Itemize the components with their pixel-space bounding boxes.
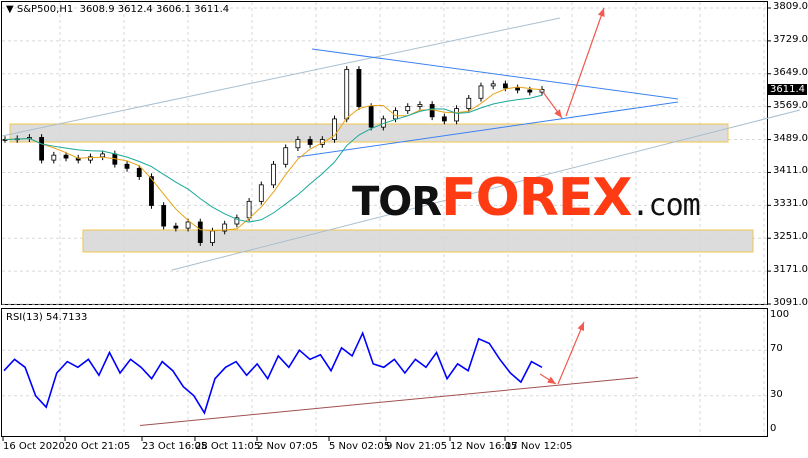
rsi-arrow-down-head xyxy=(547,376,556,384)
candle xyxy=(197,221,203,243)
candle xyxy=(344,69,350,120)
time-x-tick: 23 Oct 16:05 xyxy=(142,441,208,452)
candle xyxy=(246,200,252,219)
price-panel-frame xyxy=(1,1,768,305)
candle xyxy=(368,106,374,128)
time-x-tick: 12 Nov 16:05 xyxy=(450,441,518,452)
time-x-tick: 17 Nov 12:05 xyxy=(505,441,573,452)
candle xyxy=(429,104,435,118)
candle xyxy=(405,106,411,112)
candle xyxy=(258,184,264,202)
price-y-tick: 3569.0 xyxy=(773,99,808,111)
time-x-tick: 28 Oct 11:05 xyxy=(195,441,261,452)
price-y-tick: 3171.0 xyxy=(773,264,808,276)
ma-fast-line xyxy=(4,86,543,232)
forecast-arrow-up-head xyxy=(597,8,605,17)
rsi-line xyxy=(3,330,543,415)
time-x-tick: 16 Oct 2020 xyxy=(3,441,65,452)
forecast-arrow-up xyxy=(565,7,605,117)
candle xyxy=(393,110,398,120)
price-y-tick: 3411.0 xyxy=(773,165,808,177)
candle xyxy=(283,147,289,165)
open-value: 3608.9 xyxy=(79,4,115,15)
candle xyxy=(454,108,459,122)
last-price-tag: 3611.4 xyxy=(768,84,807,95)
candle xyxy=(490,83,496,87)
channel-line-lower xyxy=(171,109,801,271)
triangle-upper-line xyxy=(311,48,679,100)
collapse-triangle-icon[interactable]: ▼ xyxy=(6,4,14,15)
candle xyxy=(100,153,106,158)
rsi-label: RSI(13) 54.7133 xyxy=(6,312,88,323)
price-y-tick: 3489.0 xyxy=(773,132,808,144)
logo-com: .com xyxy=(631,188,700,223)
rsi-y-tick: 70 xyxy=(770,343,783,355)
price-y-tick: 3251.0 xyxy=(773,231,808,243)
logo-tor: TOR xyxy=(352,179,442,225)
candle xyxy=(527,89,533,93)
candle xyxy=(295,139,301,149)
candle xyxy=(234,217,240,225)
symbol-label: S&P500,H1 xyxy=(16,4,74,15)
close-value: 3611.4 xyxy=(194,4,230,15)
torforex-logo: TORFOREX.com xyxy=(352,168,701,236)
candle xyxy=(210,230,215,243)
candle xyxy=(63,154,69,159)
candle xyxy=(417,104,423,107)
support-zone xyxy=(82,229,754,253)
candle xyxy=(332,118,337,140)
price-y-tick: 3331.0 xyxy=(773,198,808,210)
ma-slow-line xyxy=(4,94,543,223)
rsi-trendline xyxy=(139,377,639,426)
candle xyxy=(441,116,447,122)
low-value: 3606.1 xyxy=(155,4,191,15)
triangle-lower-line xyxy=(296,101,679,158)
price-y-tick: 3809.0 xyxy=(773,1,808,12)
time-x-tick: 20 Oct 21:05 xyxy=(65,441,131,452)
rsi-arrow-up xyxy=(557,321,585,385)
price-y-tick: 3091.0 xyxy=(773,297,808,308)
candle xyxy=(161,205,167,227)
candle xyxy=(173,225,179,229)
price-y-tick: 3649.0 xyxy=(773,66,808,78)
candle xyxy=(124,163,130,169)
candle xyxy=(185,221,191,229)
chart-title: ▼ S&P500,H1 3608.9 3612.4 3606.1 3611.4 xyxy=(6,4,229,15)
candle xyxy=(222,223,228,232)
time-x-tick: 5 Nov 02:05 xyxy=(329,441,391,452)
time-x-tick: 9 Nov 21:05 xyxy=(386,441,448,452)
time-x-tick: 2 Nov 07:05 xyxy=(257,441,319,452)
channel-line-upper xyxy=(1,17,561,137)
rsi-y-tick: 0 xyxy=(770,423,777,434)
candle xyxy=(149,176,154,206)
price-y-tick: 3729.0 xyxy=(773,33,808,45)
rsi-panel-frame xyxy=(1,308,768,437)
candle xyxy=(466,97,472,109)
candle xyxy=(39,137,45,161)
candle xyxy=(51,154,57,161)
rsi-y-tick: 30 xyxy=(770,388,783,400)
candle xyxy=(88,156,93,161)
rsi-y-tick: 100 xyxy=(770,309,790,320)
candle xyxy=(515,87,520,91)
logo-forex: FOREX xyxy=(441,168,632,228)
forecast-arrow-down-head xyxy=(554,109,562,118)
candle xyxy=(478,85,484,99)
candle xyxy=(307,139,313,145)
candle xyxy=(502,83,508,89)
rsi-arrow-up-head xyxy=(577,322,585,331)
candle xyxy=(136,167,142,178)
high-value: 3612.4 xyxy=(117,4,153,15)
candle xyxy=(356,69,362,107)
candle xyxy=(271,163,276,186)
